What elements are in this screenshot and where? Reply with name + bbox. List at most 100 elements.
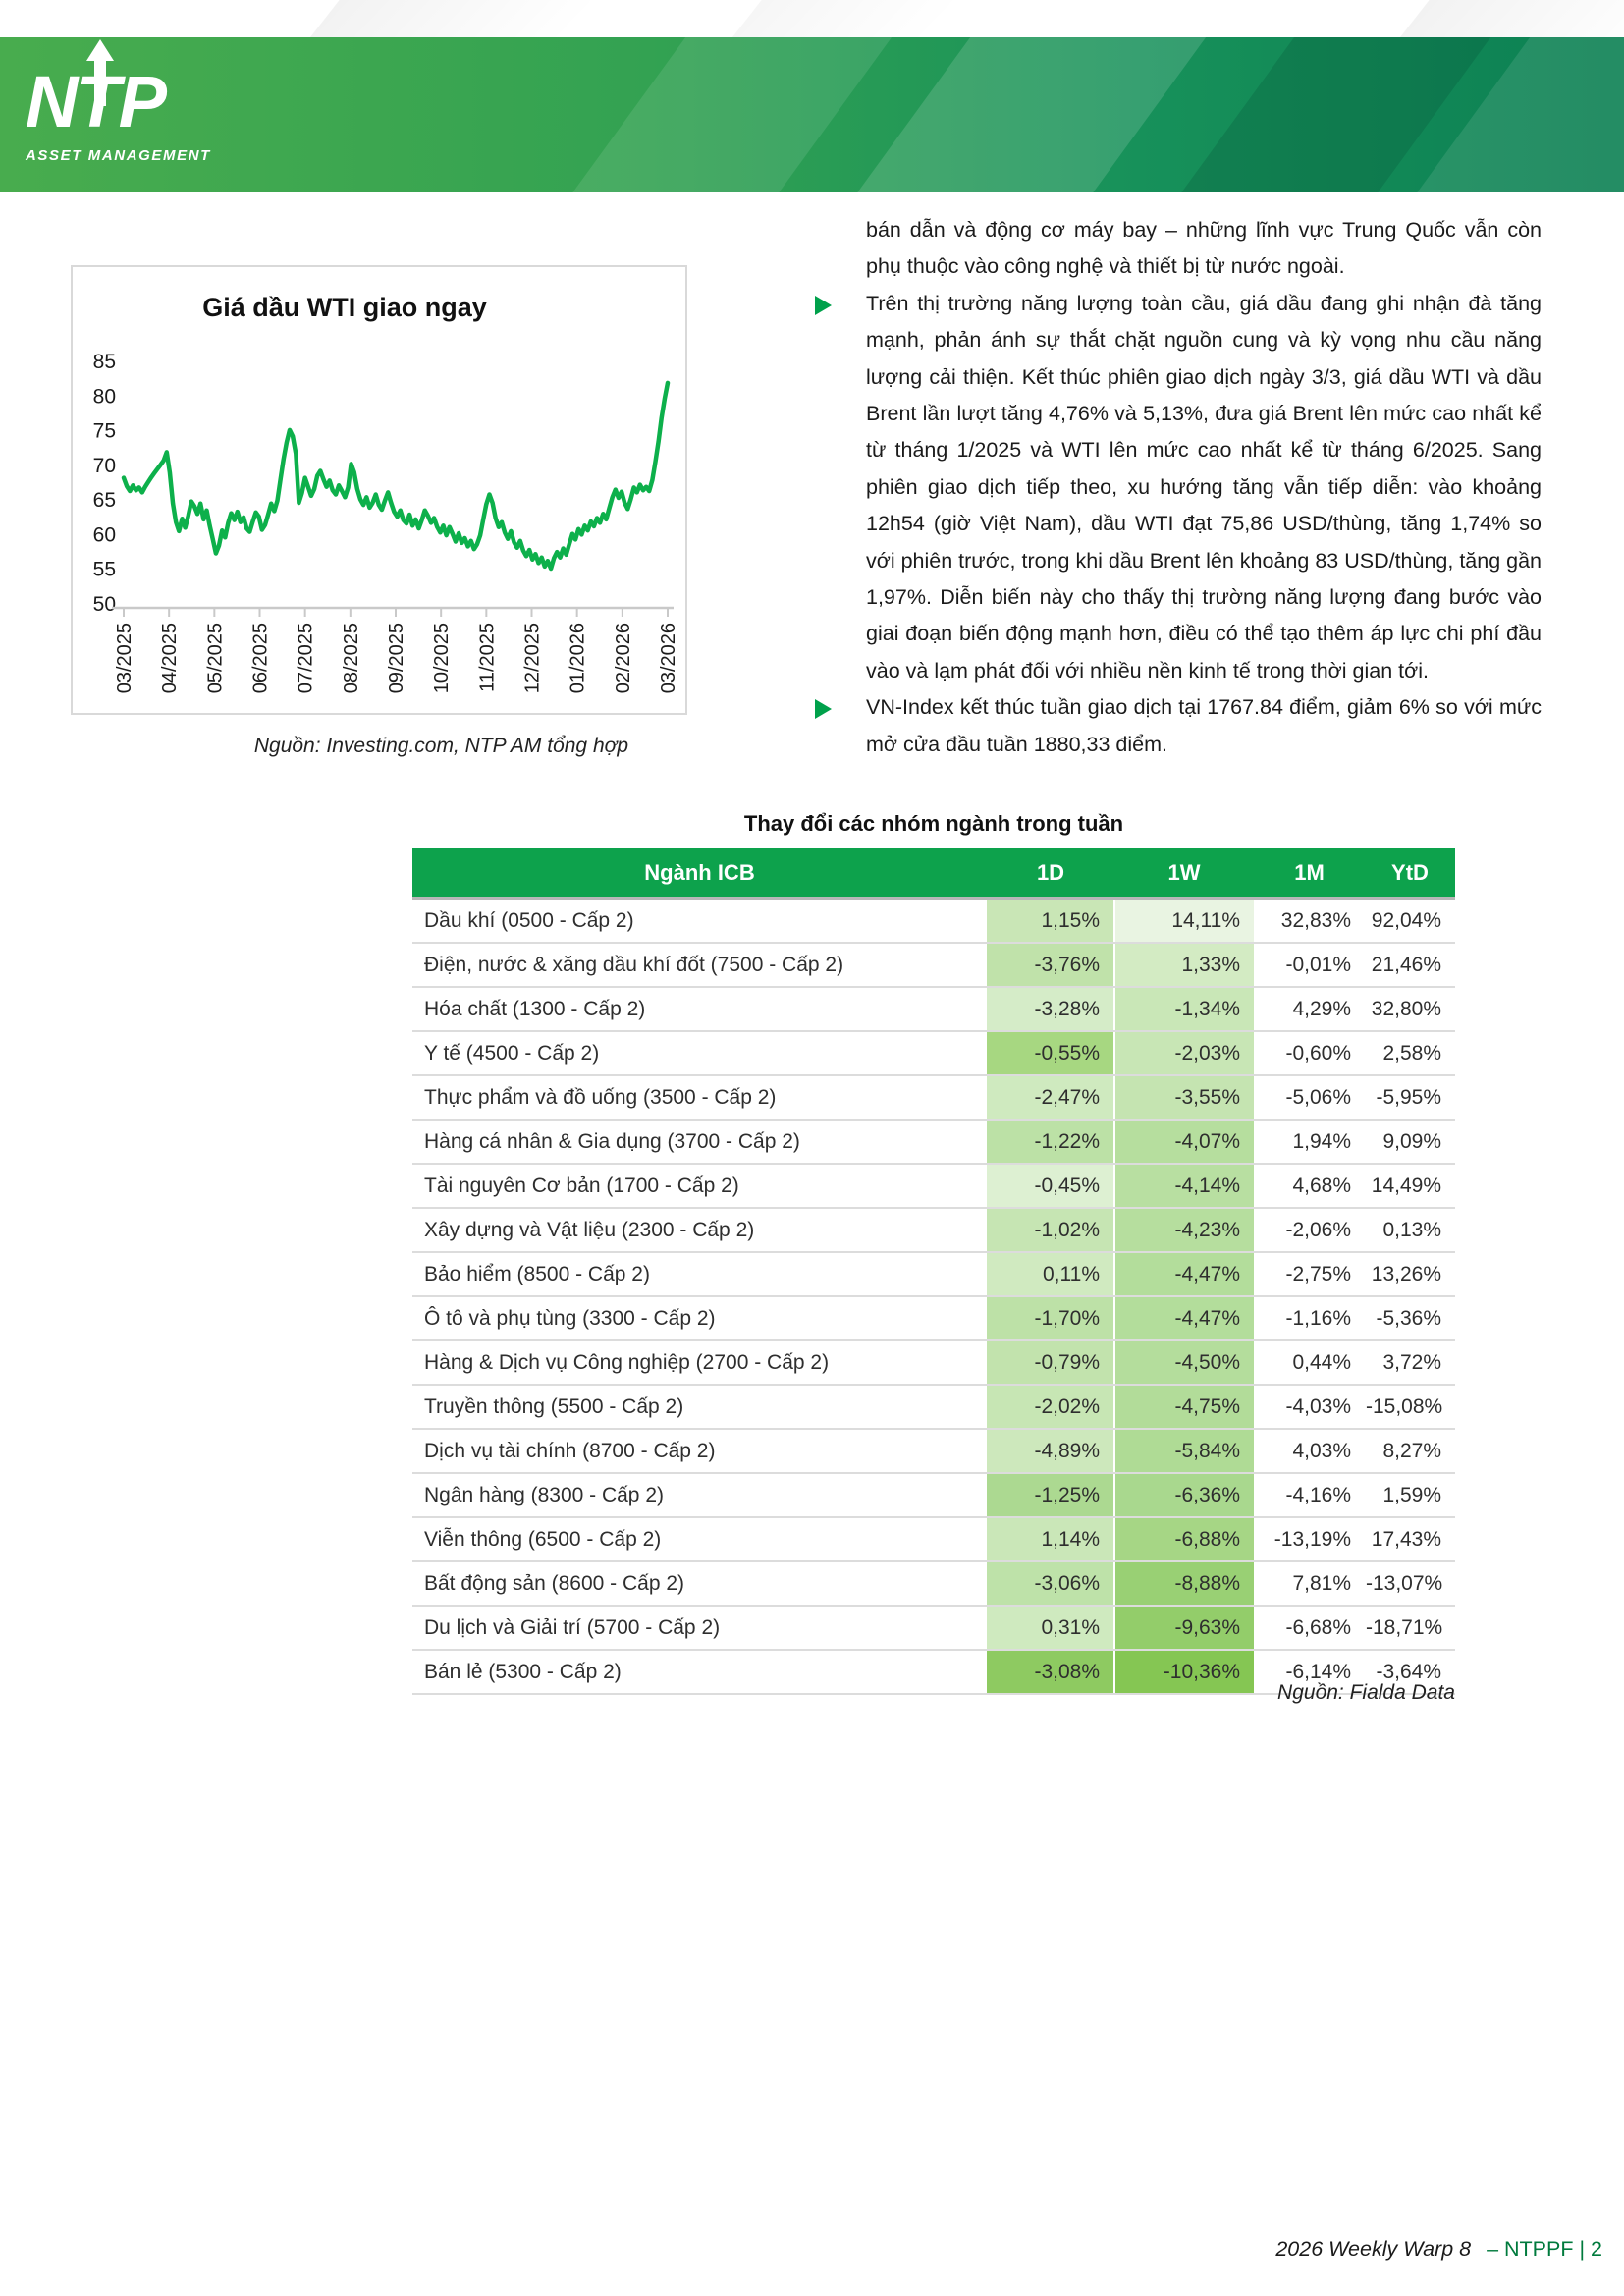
bullet-spacer [815, 212, 866, 286]
cell-1d: -4,89% [987, 1429, 1115, 1474]
cell-1w: -4,47% [1114, 1252, 1254, 1297]
column-header-ytd: YtD [1365, 848, 1455, 900]
cell-1m: -5,06% [1254, 1075, 1365, 1121]
column-header-1d: 1D [987, 848, 1114, 900]
decorative-streak [731, 0, 958, 39]
commentary-column: bán dẫn và động cơ máy bay – những lĩnh … [815, 212, 1542, 763]
cell-1w: -6,88% [1114, 1517, 1254, 1562]
logo-text: NTP [26, 51, 242, 153]
paragraph-text: bán dẫn và động cơ máy bay – những lĩnh … [866, 218, 1542, 279]
cell-1d: 1,15% [987, 898, 1115, 944]
sector-row: Bảo hiểm (8500 - Cấp 2) 0,11% -4,47% -2,75%… [412, 1252, 1455, 1297]
table-source: Nguồn: Fialda Data [1277, 1681, 1455, 1704]
cell-1d: -0,55% [987, 1031, 1115, 1076]
banner-diagonal-band [550, 37, 913, 192]
chart-title: Giá dầu WTI giao ngay [202, 293, 487, 322]
cell-1w: -3,55% [1114, 1075, 1254, 1121]
svg-text:85: 85 [93, 351, 116, 373]
cell-ytd: 3,72% [1365, 1340, 1455, 1386]
svg-text:02/2026: 02/2026 [613, 623, 634, 693]
sector-row: Truyền thông (5500 - Cấp 2) -2,02% -4,75% -… [412, 1385, 1455, 1430]
sector-row: Dầu khí (0500 - Cấp 2) 1,15% 14,11% 32,83% 9… [412, 898, 1455, 944]
svg-text:50: 50 [93, 593, 116, 616]
chart-source: Nguồn: Investing.com, NTP AM tổng hợp [253, 735, 628, 757]
sector-table: Ngành ICB 1D 1W 1M YtD Dầu khí (0500 - C… [412, 848, 1455, 1695]
cell-1w: 14,11% [1114, 898, 1254, 944]
cell-1w: -1,34% [1114, 987, 1254, 1032]
sector-row: Ngân hàng (8300 - Cấp 2) -1,25% -6,36% -4,1… [412, 1473, 1455, 1518]
sector-name-cell: Dầu khí (0500 - Cấp 2) [412, 898, 987, 944]
cell-1m: 4,68% [1254, 1164, 1365, 1209]
cell-1w: -4,23% [1114, 1208, 1254, 1253]
cell-1w: -8,88% [1114, 1561, 1254, 1607]
sector-row: Du lịch và Giải trí (5700 - Cấp 2) 0,31% -… [412, 1606, 1455, 1651]
svg-text:04/2025: 04/2025 [159, 623, 181, 693]
sector-row: Tài nguyên Cơ bản (1700 - Cấp 2) -0,45% -4… [412, 1164, 1455, 1209]
cell-1d: 1,14% [987, 1517, 1115, 1562]
cell-ytd: 13,26% [1365, 1252, 1455, 1297]
sector-name-cell: Y tế (4500 - Cấp 2) [412, 1031, 987, 1076]
cell-ytd: 8,27% [1365, 1429, 1455, 1474]
cell-1m: -1,16% [1254, 1296, 1365, 1341]
cell-1d: -2,02% [987, 1385, 1115, 1430]
cell-1w: -4,50% [1114, 1340, 1254, 1386]
sector-name-cell: Bán lẻ (5300 - Cấp 2) [412, 1650, 987, 1695]
cell-1m: -6,14% [1254, 1650, 1365, 1695]
cell-1m: -0,01% [1254, 943, 1365, 988]
sector-row: Ô tô và phụ tùng (3300 - Cấp 2) -1,70% -4,… [412, 1296, 1455, 1341]
cell-ytd: -5,95% [1365, 1075, 1455, 1121]
svg-text:10/2025: 10/2025 [431, 623, 453, 693]
cell-1m: -2,06% [1254, 1208, 1365, 1253]
paragraph-text: Trên thị trường năng lượng toàn cầu, giá… [866, 291, 1543, 683]
bullet-triangle-icon [815, 699, 832, 720]
cell-1m: 32,83% [1254, 898, 1365, 944]
sector-name-cell: Ngân hàng (8300 - Cấp 2) [412, 1473, 987, 1518]
cell-1m: -4,03% [1254, 1385, 1365, 1430]
paragraph-text: VN-Index kết thúc tuần giao dịch tại 176… [866, 695, 1542, 756]
cell-1m: -2,75% [1254, 1252, 1365, 1297]
sector-name-cell: Điện, nước & xăng dầu khí đốt (7500 - Cấ… [412, 943, 987, 988]
cell-1w: -5,84% [1114, 1429, 1254, 1474]
wti-price-line [121, 380, 671, 572]
sector-name-cell: Tài nguyên Cơ bản (1700 - Cấp 2) [412, 1164, 987, 1209]
cell-ytd: -18,71% [1365, 1606, 1455, 1651]
sector-row: Bất động sản (8600 - Cấp 2) -3,06% -8,88% 7… [412, 1561, 1455, 1607]
svg-text:03/2025: 03/2025 [114, 623, 135, 693]
paragraph-continuation: bán dẫn và động cơ máy bay – những lĩnh … [815, 212, 1542, 286]
cell-1w: -10,36% [1114, 1650, 1254, 1695]
cell-1m: -6,68% [1254, 1606, 1365, 1651]
sector-row: Thực phẩm và đồ uống (3500 - Cấp 2) -2,47… [412, 1075, 1455, 1121]
up-arrow-icon [86, 39, 114, 106]
cell-1d: -3,28% [987, 987, 1115, 1032]
cell-1d: -1,25% [987, 1473, 1115, 1518]
cell-ytd: 9,09% [1365, 1120, 1455, 1165]
cell-1d: -1,70% [987, 1296, 1115, 1341]
sector-name-cell: Thực phẩm và đồ uống (3500 - Cấp 2) [412, 1075, 987, 1121]
svg-text:06/2025: 06/2025 [250, 623, 272, 693]
bullet-triangle-icon [815, 295, 832, 315]
column-header-1m: 1M [1254, 848, 1365, 900]
cell-1m: -4,16% [1254, 1473, 1365, 1518]
sector-row: Hóa chất (1300 - Cấp 2) -3,28% -1,34% 4,29%… [412, 987, 1455, 1032]
sector-row: Y tế (4500 - Cấp 2) -0,55% -2,03% -0,60% 2,5… [412, 1031, 1455, 1076]
cell-1m: 0,44% [1254, 1340, 1365, 1386]
cell-ytd: -3,64% [1365, 1650, 1455, 1695]
wti-chart-svg: 85 80 75 70 65 60 55 50 03/2025 04/2025 05/2025 06/… [93, 351, 679, 693]
column-header-nganh-icb: Ngành ICB [412, 848, 987, 900]
cell-1w: -2,03% [1114, 1031, 1254, 1076]
footer-report-name: 2026 Weekly Warp 8 [1275, 2237, 1472, 2261]
cell-1d: -2,47% [987, 1075, 1115, 1121]
svg-text:65: 65 [93, 489, 116, 512]
sector-row: Hàng & Dịch vụ Công nghiệp (2700 - Cấp 2… [412, 1340, 1455, 1386]
cell-1m: -13,19% [1254, 1517, 1365, 1562]
cell-1d: -1,22% [987, 1120, 1115, 1165]
sector-section: Thay đổi các nhóm ngành trong tuần Ngành… [412, 811, 1455, 1695]
cell-1d: -0,45% [987, 1164, 1115, 1209]
cell-ytd: 14,49% [1365, 1164, 1455, 1209]
svg-text:05/2025: 05/2025 [204, 623, 226, 693]
ntp-logo: NTP ASSET MANAGEMENT [26, 39, 242, 164]
wti-line-chart: 85 80 75 70 65 60 55 50 03/2025 04/2025 05/2025 06/… [73, 267, 685, 713]
cell-1d: -3,08% [987, 1650, 1115, 1695]
cell-ytd: -15,08% [1365, 1385, 1455, 1430]
